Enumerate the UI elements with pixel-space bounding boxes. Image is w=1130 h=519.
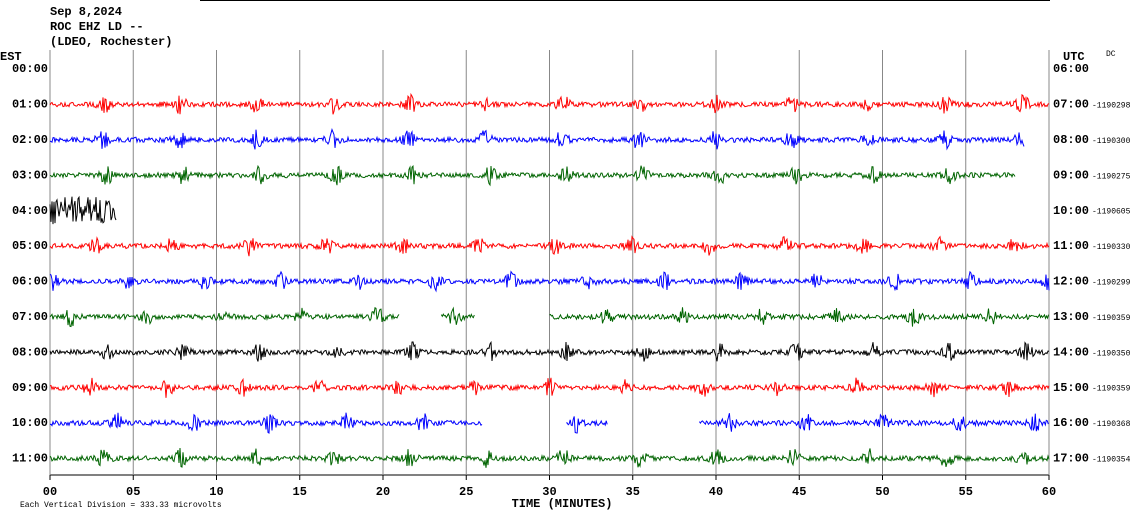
row-offset: -1190299 bbox=[1092, 279, 1130, 288]
trace-segment bbox=[549, 307, 1049, 327]
row-offset: -1190275 bbox=[1092, 172, 1130, 181]
x-tick-label: 30 bbox=[542, 485, 556, 499]
footnote: Each Vertical Division = 333.33 microvol… bbox=[20, 501, 222, 510]
x-tick-label: 20 bbox=[376, 485, 390, 499]
trace-segment bbox=[49, 128, 1025, 151]
row-left-label: 03:00 bbox=[12, 168, 48, 182]
trace-segment bbox=[440, 306, 475, 325]
title-line: ROC EHZ LD -- bbox=[50, 20, 144, 34]
row-left-label: 05:00 bbox=[12, 239, 48, 253]
trace-segment bbox=[698, 413, 1049, 432]
corner-label: DC bbox=[1106, 50, 1116, 59]
x-tick-label: 40 bbox=[709, 485, 723, 499]
title-line: (LDEO, Rochester) bbox=[50, 35, 172, 49]
row-right-label: 11:00 bbox=[1053, 239, 1089, 253]
x-tick-label: 15 bbox=[293, 485, 307, 499]
x-axis-label: TIME (MINUTES) bbox=[512, 497, 613, 511]
x-tick-label: 35 bbox=[626, 485, 640, 499]
row-offset: -1190605 bbox=[1092, 208, 1130, 217]
trace-segment bbox=[49, 164, 1016, 187]
trace-segment bbox=[49, 270, 1050, 293]
row-left-label: 08:00 bbox=[12, 345, 48, 359]
row-right-label: 12:00 bbox=[1053, 275, 1089, 289]
row-right-label: 15:00 bbox=[1053, 381, 1089, 395]
row-left-label: 00:00 bbox=[12, 62, 48, 76]
row-offset: -1190350 bbox=[1092, 349, 1130, 358]
trace-segment bbox=[49, 377, 1050, 398]
row-offset: -1190354 bbox=[1092, 456, 1130, 465]
row-offset: -1190330 bbox=[1092, 243, 1130, 252]
x-tick-label: 50 bbox=[875, 485, 889, 499]
row-left-label: 06:00 bbox=[12, 275, 48, 289]
x-tick-label: 10 bbox=[209, 485, 223, 499]
trace-segment bbox=[49, 307, 400, 328]
row-offset: -1190359 bbox=[1092, 385, 1130, 394]
row-right-label: 10:00 bbox=[1053, 204, 1089, 218]
row-right-label: 08:00 bbox=[1053, 133, 1089, 147]
row-left-label: 04:00 bbox=[12, 204, 48, 218]
row-offset: -1190359 bbox=[1092, 314, 1130, 323]
title-line: Sep 8,2024 bbox=[50, 5, 122, 19]
row-left-label: 02:00 bbox=[12, 133, 48, 147]
x-tick-label: 25 bbox=[459, 485, 473, 499]
row-right-label: 06:00 bbox=[1053, 62, 1089, 76]
x-tick-label: 45 bbox=[792, 485, 806, 499]
row-left-label: 10:00 bbox=[12, 416, 48, 430]
row-offset: -1190300 bbox=[1092, 137, 1130, 146]
trace-segment bbox=[49, 447, 1050, 469]
right-axis-label: UTC bbox=[1063, 50, 1085, 64]
left-axis-label: EST bbox=[0, 50, 22, 64]
row-right-label: 14:00 bbox=[1053, 345, 1089, 359]
x-tick-label: 60 bbox=[1042, 485, 1056, 499]
row-left-label: 07:00 bbox=[12, 310, 48, 324]
trace-segment bbox=[49, 412, 483, 434]
row-offset: -1190368 bbox=[1092, 420, 1130, 429]
row-left-label: 11:00 bbox=[12, 452, 48, 466]
row-right-label: 16:00 bbox=[1053, 416, 1089, 430]
x-tick-label: 00 bbox=[43, 485, 57, 499]
x-tick-label: 05 bbox=[126, 485, 140, 499]
trace-segment bbox=[49, 340, 1050, 362]
row-right-label: 07:00 bbox=[1053, 98, 1089, 112]
trace-segment bbox=[49, 235, 1050, 257]
x-tick-label: 55 bbox=[959, 485, 973, 499]
row-offset: -1190298 bbox=[1092, 102, 1130, 111]
row-right-label: 09:00 bbox=[1053, 168, 1089, 182]
trace-segment bbox=[49, 195, 117, 225]
trace-segment bbox=[49, 92, 1050, 115]
row-right-label: 13:00 bbox=[1053, 310, 1089, 324]
trace-segment bbox=[566, 416, 608, 434]
row-left-label: 01:00 bbox=[12, 98, 48, 112]
row-right-label: 17:00 bbox=[1053, 452, 1089, 466]
row-left-label: 09:00 bbox=[12, 381, 48, 395]
